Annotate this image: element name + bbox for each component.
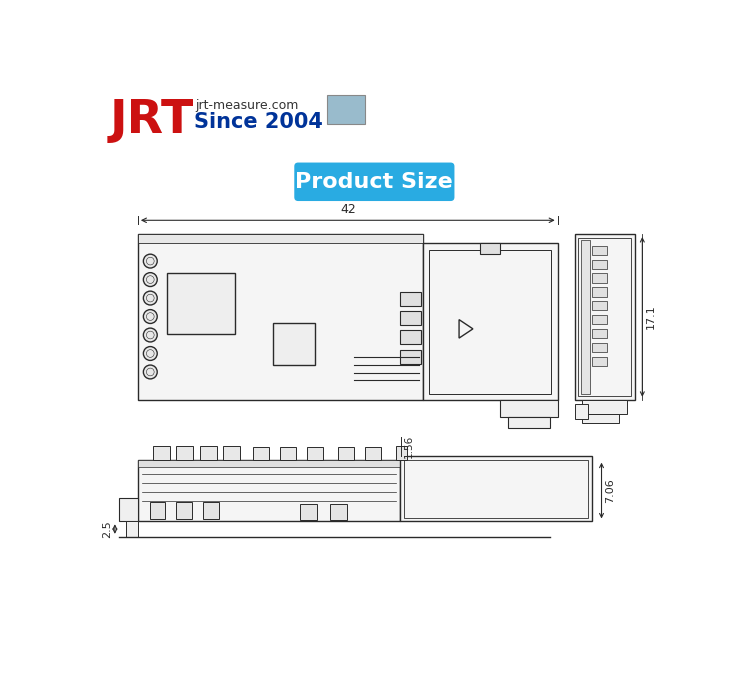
Circle shape [143,254,158,268]
Circle shape [143,309,158,323]
Bar [574,403,589,419]
Bar [176,502,192,519]
Circle shape [143,365,158,379]
Bar [592,301,607,310]
Bar [400,330,422,344]
Bar [138,234,423,400]
Bar [167,272,235,335]
Text: 17.1: 17.1 [646,304,656,329]
Text: JRT: JRT [110,98,194,143]
Bar [138,460,400,522]
Bar [365,447,380,460]
Bar [500,400,557,416]
Text: Since 2004: Since 2004 [194,112,323,132]
Bar [327,94,365,124]
Bar [273,323,315,365]
Bar [308,447,322,460]
Circle shape [143,346,158,360]
Bar [203,502,219,519]
Bar [138,460,400,468]
Bar [580,240,590,393]
Bar [592,287,607,297]
Bar [200,446,217,460]
Bar [400,456,592,522]
Bar [423,244,557,400]
Bar [300,505,316,520]
Bar [592,356,607,366]
Bar [149,502,165,519]
Text: Product Size: Product Size [296,172,453,192]
Text: jrt-measure.com: jrt-measure.com [196,99,299,113]
Bar [574,234,634,400]
Text: 42: 42 [340,204,356,216]
Bar [127,522,138,537]
Bar [338,447,353,460]
Bar [592,260,607,269]
Bar [582,400,627,414]
Circle shape [143,328,158,342]
Bar [400,292,422,306]
Bar [400,350,422,363]
Bar [331,505,347,520]
Bar [118,498,138,522]
Bar [280,447,296,460]
Bar [223,446,239,460]
Bar [176,446,194,460]
Bar [153,446,170,460]
Bar [480,244,500,254]
Text: 1.56: 1.56 [404,434,414,458]
Bar [138,234,423,244]
Bar [592,343,607,352]
Bar [592,274,607,283]
Bar [508,416,550,428]
Bar [592,246,607,255]
Bar [578,238,631,396]
Bar [404,460,589,517]
Bar [396,446,407,460]
Bar [592,329,607,338]
Bar [254,447,268,460]
FancyBboxPatch shape [294,162,454,201]
Bar [582,414,620,423]
Circle shape [143,273,158,286]
Text: 7.06: 7.06 [605,478,615,503]
Bar [400,311,422,325]
Text: 2.5: 2.5 [102,520,112,538]
Circle shape [143,291,158,305]
Bar [592,315,607,324]
Bar [429,250,551,393]
